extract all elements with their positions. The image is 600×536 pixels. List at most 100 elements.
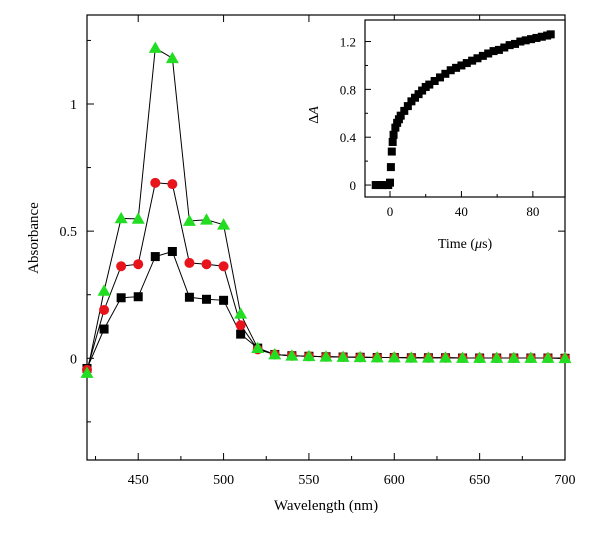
square-marker (167, 246, 177, 256)
triangle-marker (80, 366, 94, 378)
inset-axis-ticks: 0 40 80 0 0.4 0.8 1.2 (340, 35, 540, 219)
inset-square-marker (386, 178, 394, 187)
inset-square-marker (521, 36, 530, 45)
series-line-circle (86, 182, 566, 370)
inset-y-title-var: A (307, 106, 322, 116)
inset-x-title-unit: s) (482, 237, 492, 252)
square-marker (219, 295, 229, 305)
inset-square-marker (500, 43, 509, 52)
triangle-marker (234, 307, 248, 319)
inset-square-marker (546, 30, 555, 39)
circle-marker (150, 177, 161, 188)
square-marker (184, 292, 194, 302)
x-tick-label: 450 (128, 473, 149, 488)
circle-marker (133, 259, 144, 270)
inset-square-marker (489, 47, 498, 56)
inset-square-marker (473, 54, 482, 63)
y-tick-label: 0.5 (60, 225, 78, 240)
circle-marker (167, 179, 178, 190)
inset-square-marker (436, 73, 444, 82)
triangle-marker (285, 349, 299, 361)
triangle-marker (524, 351, 538, 363)
x-tick-label: 500 (213, 473, 234, 488)
inset-y-axis-title: ΔA (307, 106, 322, 124)
inset-square-marker (446, 66, 455, 75)
square-marker (150, 252, 160, 262)
inset-x-title-text: Time ( (438, 237, 476, 252)
inset-square-marker (387, 147, 396, 156)
triangle-marker (456, 351, 470, 363)
inset-square-marker (511, 39, 519, 48)
square-marker (236, 329, 246, 339)
triangle-marker (541, 351, 555, 363)
inset-square-marker (468, 56, 477, 65)
inset-square-marker (391, 123, 400, 132)
circle-marker (116, 261, 127, 272)
x-tick-label: 550 (298, 473, 319, 488)
triangle-marker (507, 351, 521, 363)
inset-x-title-mu: μ (474, 237, 482, 252)
triangle-marker (473, 351, 487, 363)
inset-square-marker (400, 106, 409, 115)
inset-square-marker (396, 111, 405, 120)
triangle-marker (387, 351, 401, 363)
inset-y-tick-label: 1.2 (340, 35, 356, 50)
triangle-marker (268, 347, 282, 360)
inset-square-marker (457, 61, 466, 70)
inset-square-marker (441, 69, 450, 78)
triangle-marker (148, 41, 162, 53)
inset-y-tick-label: 0.4 (340, 130, 357, 145)
inset-x-tick-label: 40 (455, 204, 468, 219)
triangle-marker (421, 351, 435, 363)
main-axis-ticks: 450 500 550 600 650 700 0 0.5 1 (60, 15, 576, 488)
circle-marker (235, 320, 246, 331)
x-tick-label: 700 (555, 473, 576, 488)
square-marker (116, 293, 126, 303)
inset-square-marker (478, 51, 487, 60)
inset-square-marker (537, 32, 546, 41)
triangle-marker (490, 351, 504, 363)
inset-square-marker (462, 59, 471, 68)
triangle-marker (404, 351, 418, 363)
square-marker (202, 294, 211, 304)
inset-y-title-delta: Δ (307, 115, 322, 124)
main-series-group (80, 41, 572, 378)
inset-square-marker (484, 49, 493, 58)
y-axis-title: Absorbance (26, 202, 42, 274)
circle-marker (184, 257, 195, 268)
inset-square-marker (516, 37, 525, 46)
inset-square-marker (403, 102, 412, 111)
inset-square-marker (388, 137, 397, 146)
circle-marker (201, 259, 212, 270)
triangle-marker (370, 351, 384, 363)
inset-x-tick-label: 0 (387, 204, 394, 219)
triangle-marker (217, 218, 231, 230)
inset-square-marker (532, 33, 541, 42)
inset-y-tick-label: 0 (350, 178, 357, 193)
inset-series-group (371, 30, 555, 190)
x-tick-label: 600 (384, 473, 405, 488)
triangle-marker (558, 351, 572, 364)
circle-marker (99, 304, 110, 315)
inset-square-marker (494, 45, 503, 54)
square-marker (133, 292, 143, 302)
inset-x-axis-title: Time (μs) (438, 237, 493, 252)
inset-plot-frame (364, 19, 566, 198)
inset-square-marker (430, 76, 439, 85)
main-plot-frame (86, 14, 566, 461)
inset-square-marker (452, 63, 461, 72)
inset-background (340, 20, 565, 197)
triangle-marker (302, 349, 316, 362)
triangle-marker (251, 341, 265, 353)
circle-marker (218, 261, 229, 272)
y-tick-label: 0 (70, 352, 77, 367)
triangle-marker (114, 211, 128, 224)
inset-square-marker (386, 163, 395, 172)
inset-square-marker (389, 130, 398, 139)
inset-square-marker (505, 41, 514, 50)
triangle-marker (165, 51, 179, 64)
triangle-marker (131, 212, 145, 224)
x-tick-label: 650 (469, 473, 490, 488)
triangle-marker (200, 213, 213, 225)
